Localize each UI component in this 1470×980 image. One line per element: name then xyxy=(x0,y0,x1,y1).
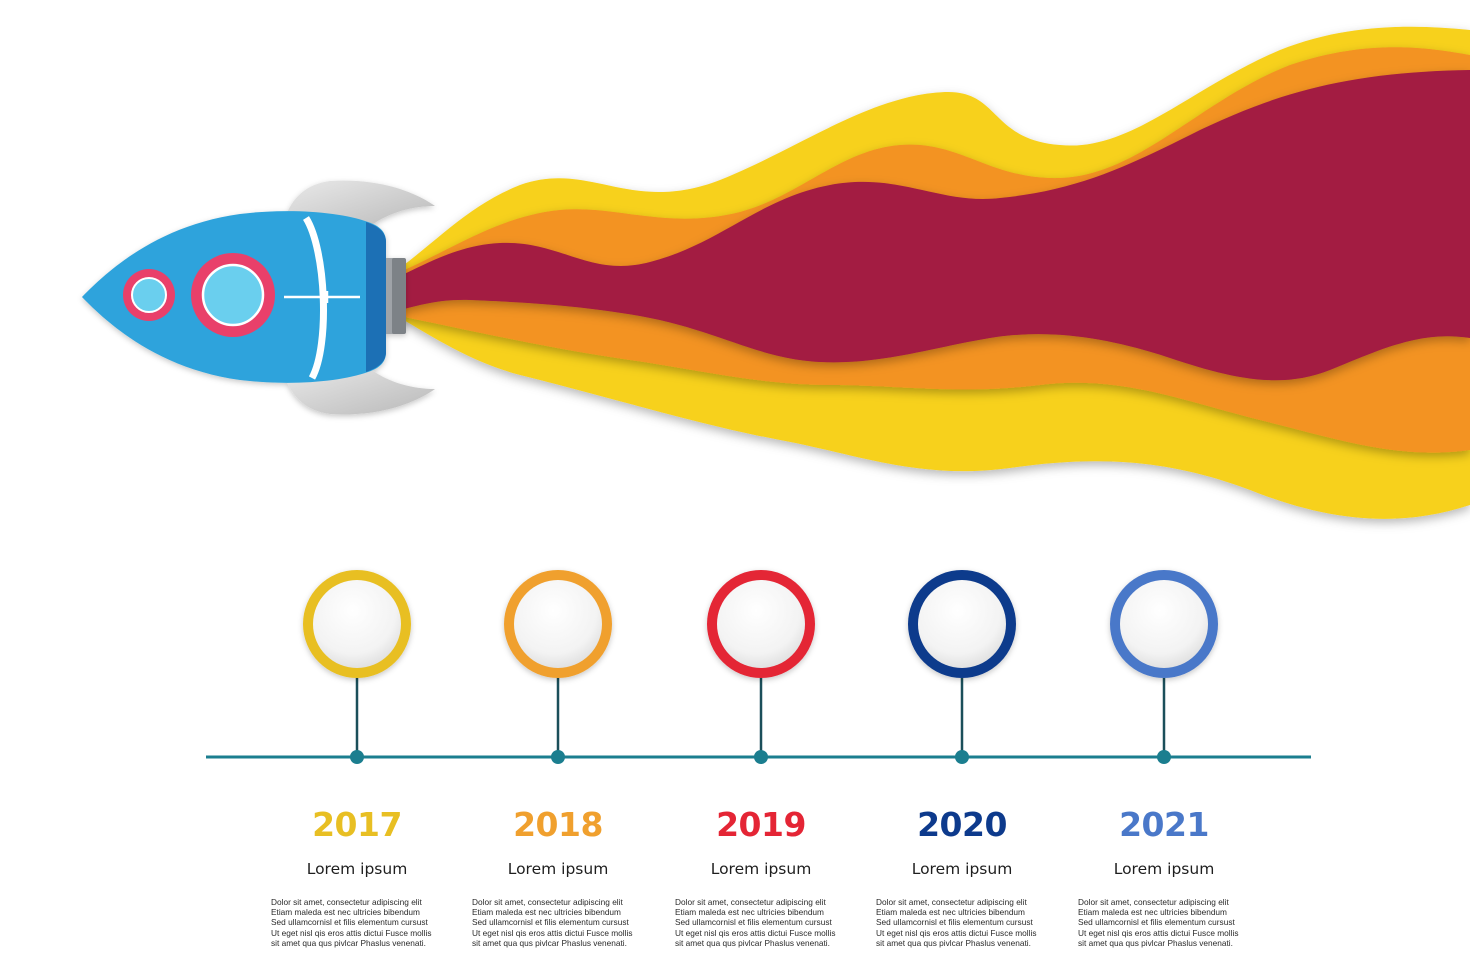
rocket-tail-band xyxy=(366,222,386,372)
milestone-year: 2018 xyxy=(513,805,603,844)
milestone-year: 2019 xyxy=(716,805,806,844)
description-line: Etiam maleda est nec ultricies bibendum xyxy=(675,907,824,918)
milestone-text-2017: 2017 Lorem ipsum Dolor sit amet, consect… xyxy=(262,803,452,948)
description-line: Ut eget nisl qis eros attis dictui Fusce… xyxy=(675,927,836,938)
milestone-marker-3 xyxy=(707,570,815,764)
description-line: sit amet qua qus pivlcar Phaslus venenat… xyxy=(472,937,627,948)
milestone-title: Lorem ipsum xyxy=(306,860,408,878)
milestone-dot xyxy=(754,750,768,764)
description-line: Ut eget nisl qis eros attis dictui Fusce… xyxy=(1078,927,1239,938)
milestone-text-2021: 2021 Lorem ipsum Dolor sit amet, consect… xyxy=(1069,803,1259,948)
description-line: Dolor sit amet, consectetur adipiscing e… xyxy=(472,897,623,907)
milestone-title: Lorem ipsum xyxy=(911,860,1013,878)
description-line: sit amet qua qus pivlcar Phaslus venenat… xyxy=(271,937,426,948)
milestone-dot xyxy=(551,750,565,764)
milestone-description: Dolor sit amet, consectetur adipiscing e… xyxy=(472,897,644,948)
description-line: sit amet qua qus pivlcar Phaslus venenat… xyxy=(1078,937,1233,948)
rocket xyxy=(82,180,435,415)
description-line: Sed ullamcornisl et filis elementum curs… xyxy=(675,917,832,928)
description-line: Sed ullamcornisl et filis elementum curs… xyxy=(1078,917,1235,928)
description-line: Dolor sit amet, consectetur adipiscing e… xyxy=(1078,897,1229,907)
milestone-description: Dolor sit amet, consectetur adipiscing e… xyxy=(271,897,443,948)
milestone-year: 2021 xyxy=(1119,805,1209,844)
description-line: Sed ullamcornisl et filis elementum curs… xyxy=(271,917,428,928)
milestone-dot xyxy=(955,750,969,764)
description-line: Ut eget nisl qis eros attis dictui Fusce… xyxy=(271,927,432,938)
milestone-description: Dolor sit amet, consectetur adipiscing e… xyxy=(1078,897,1250,948)
milestone-year: 2017 xyxy=(312,805,402,844)
description-line: sit amet qua qus pivlcar Phaslus venenat… xyxy=(876,937,1031,948)
description-line: Ut eget nisl qis eros attis dictui Fusce… xyxy=(472,927,633,938)
description-line: Etiam maleda est nec ultricies bibendum xyxy=(1078,907,1227,918)
description-line: Sed ullamcornisl et filis elementum curs… xyxy=(472,917,629,928)
milestone-year: 2020 xyxy=(917,805,1007,844)
description-line: Sed ullamcornisl et filis elementum curs… xyxy=(876,917,1033,928)
description-line: Dolor sit amet, consectetur adipiscing e… xyxy=(675,897,826,907)
milestone-dot xyxy=(350,750,364,764)
milestone-text-2019: 2019 Lorem ipsum Dolor sit amet, consect… xyxy=(666,803,856,948)
rocket-nozzle-shade xyxy=(392,258,406,334)
milestone-title: Lorem ipsum xyxy=(507,860,609,878)
description-line: Etiam maleda est nec ultricies bibendum xyxy=(876,907,1025,918)
milestone-marker-1 xyxy=(303,570,411,764)
milestone-title: Lorem ipsum xyxy=(710,860,812,878)
description-line: sit amet qua qus pivlcar Phaslus venenat… xyxy=(675,937,830,948)
description-line: Etiam maleda est nec ultricies bibendum xyxy=(271,907,420,918)
rocket-window-small-glass xyxy=(131,277,167,313)
milestone-disc xyxy=(514,580,602,668)
description-line: Dolor sit amet, consectetur adipiscing e… xyxy=(876,897,1027,907)
milestone-description: Dolor sit amet, consectetur adipiscing e… xyxy=(876,897,1048,948)
milestone-title: Lorem ipsum xyxy=(1113,860,1215,878)
description-line: Dolor sit amet, consectetur adipiscing e… xyxy=(271,897,422,907)
flame-trail xyxy=(400,26,1470,519)
milestone-marker-4 xyxy=(908,570,1016,764)
milestone-disc xyxy=(1120,580,1208,668)
milestone-marker-5 xyxy=(1110,570,1218,764)
milestone-dot xyxy=(1157,750,1171,764)
milestone-marker-2 xyxy=(504,570,612,764)
milestone-text-2018: 2018 Lorem ipsum Dolor sit amet, consect… xyxy=(463,803,653,948)
description-line: Ut eget nisl qis eros attis dictui Fusce… xyxy=(876,927,1037,938)
milestone-disc xyxy=(918,580,1006,668)
rocket-window-large-glass xyxy=(201,263,265,327)
milestone-description: Dolor sit amet, consectetur adipiscing e… xyxy=(675,897,847,948)
milestone-disc xyxy=(313,580,401,668)
milestone-text-2020: 2020 Lorem ipsum Dolor sit amet, consect… xyxy=(867,803,1057,948)
milestone-disc xyxy=(717,580,805,668)
flame-inner-layer xyxy=(400,70,1470,381)
description-line: Etiam maleda est nec ultricies bibendum xyxy=(472,907,621,918)
